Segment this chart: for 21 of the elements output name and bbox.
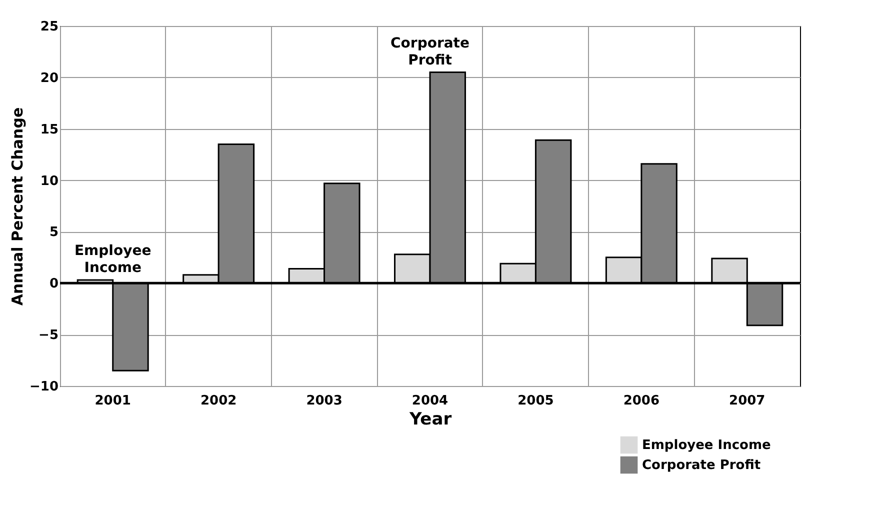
x-tick-label: 2004: [412, 394, 448, 408]
x-tick-label: 2002: [200, 394, 237, 408]
x-tick-label: 2006: [623, 394, 660, 408]
y-tick-label: 0: [49, 276, 58, 292]
x-tick-label: 2005: [518, 394, 554, 408]
y-tick-label: 10: [40, 174, 58, 189]
annotation: Employee Income: [74, 243, 152, 276]
legend-label: Corporate Profit: [642, 458, 761, 473]
y-axis-title: Annual Percent Change: [8, 107, 27, 306]
x-tick-label: 2007: [729, 394, 766, 408]
y-tick-label: −10: [30, 380, 58, 394]
y-tick-label: −5: [38, 328, 58, 344]
y-tick-label: 5: [49, 225, 58, 240]
y-tick-label: 25: [40, 20, 58, 34]
x-tick-label: 2001: [94, 394, 131, 408]
x-tick-label: 2003: [306, 394, 342, 408]
annotation: Corporate Profit: [390, 35, 470, 68]
y-tick-label: 15: [40, 122, 58, 138]
x-axis-title: Year: [408, 410, 452, 430]
y-tick-label: 20: [40, 70, 58, 86]
legend-label: Employee Income: [642, 438, 772, 453]
